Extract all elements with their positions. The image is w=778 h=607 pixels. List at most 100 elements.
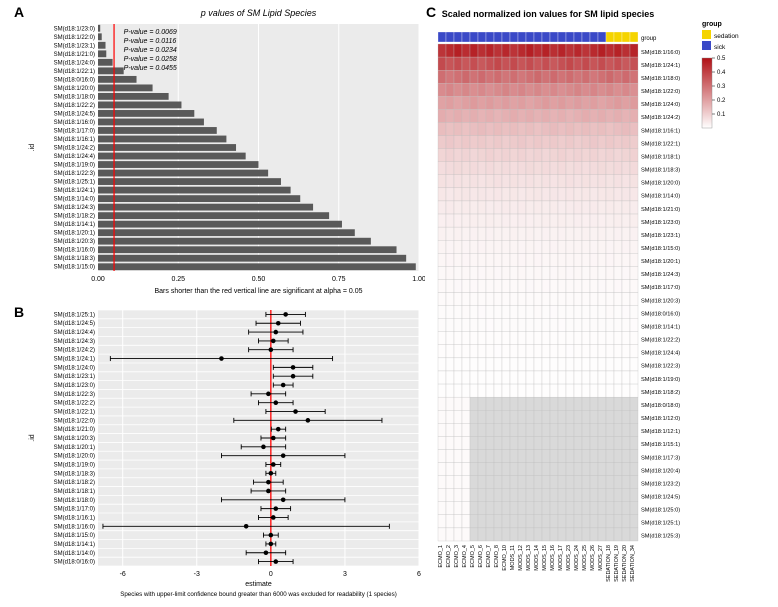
svg-text:SM(d18:1/18:3): SM(d18:1/18:3) — [54, 256, 95, 262]
svg-text:MODS_16: MODS_16 — [550, 545, 556, 571]
svg-text:SM(d18:1/23:1): SM(d18:1/23:1) — [54, 374, 95, 380]
svg-text:SM(d18:1/20:4): SM(d18:1/20:4) — [641, 468, 680, 474]
svg-text:Bars shorter than the red vert: Bars shorter than the red vertical line … — [155, 288, 363, 295]
barchart-pvalues: p values of SM Lipid SpeciesSM(d18:1/23:… — [20, 6, 425, 301]
svg-text:3: 3 — [343, 571, 347, 578]
svg-text:SM(d18:1/18:3): SM(d18:1/18:3) — [641, 168, 680, 174]
svg-text:MODS_17: MODS_17 — [558, 545, 564, 571]
svg-text:SM(d18:1/24:0): SM(d18:1/24:0) — [641, 102, 680, 108]
svg-text:SM(d18:1/22:1): SM(d18:1/22:1) — [54, 69, 95, 75]
svg-text:SM(d18:1/24:5): SM(d18:1/24:5) — [54, 111, 95, 117]
svg-text:SM(d18:1/24:5): SM(d18:1/24:5) — [641, 494, 680, 500]
svg-text:ECMO_3: ECMO_3 — [454, 545, 460, 568]
svg-text:0.25: 0.25 — [171, 276, 185, 283]
svg-text:SM(d18:1/15:0): SM(d18:1/15:0) — [641, 246, 680, 252]
svg-text:SM(d18:1/22:0): SM(d18:1/22:0) — [54, 35, 95, 41]
svg-text:SM(d18:1/25:1): SM(d18:1/25:1) — [54, 180, 95, 186]
svg-text:SM(d18:1/16:0): SM(d18:1/16:0) — [54, 524, 95, 530]
svg-text:SM(d18:1/22:2): SM(d18:1/22:2) — [54, 401, 95, 407]
svg-text:MODS_27: MODS_27 — [598, 545, 604, 571]
svg-text:ECMO_1: ECMO_1 — [438, 545, 444, 568]
svg-text:SM(d18:1/22:1): SM(d18:1/22:1) — [54, 410, 95, 416]
svg-text:SM(d18:1/16:1): SM(d18:1/16:1) — [54, 515, 95, 521]
svg-text:SM(d18:1/24:0): SM(d18:1/24:0) — [54, 60, 95, 66]
svg-text:0.5: 0.5 — [717, 56, 726, 62]
svg-text:Scaled normalized ion values f: Scaled normalized ion values for SM lipi… — [442, 9, 655, 19]
svg-text:SM(d18:1/23:0): SM(d18:1/23:0) — [54, 26, 95, 32]
svg-text:SM(d18:1/16:0): SM(d18:1/16:0) — [54, 248, 95, 254]
svg-text:0.50: 0.50 — [252, 276, 266, 283]
svg-text:SM(d18:1/18:0): SM(d18:1/18:0) — [54, 498, 95, 504]
svg-text:sick: sick — [714, 44, 726, 51]
svg-text:SM(d18:1/24:3): SM(d18:1/24:3) — [641, 272, 680, 278]
svg-text:1.00: 1.00 — [412, 276, 425, 283]
svg-text:.id: .id — [29, 434, 36, 442]
svg-text:SM(d18:1/25:3): SM(d18:1/25:3) — [641, 534, 680, 540]
dotplot-estimate: SM(d18:1/25:1)SM(d18:1/24:5)SM(d18:1/24:… — [20, 302, 425, 602]
svg-text:SM(d18:1/16:0): SM(d18:1/16:0) — [54, 120, 95, 126]
svg-text:SM(d18:1/19:0): SM(d18:1/19:0) — [54, 163, 95, 169]
svg-text:SM(d18:0/16:0): SM(d18:0/16:0) — [54, 77, 95, 83]
svg-text:MODS_12: MODS_12 — [518, 545, 524, 571]
svg-text:SEDATION_19: SEDATION_19 — [614, 545, 620, 582]
svg-text:SM(d18:1/23:2): SM(d18:1/23:2) — [641, 481, 680, 487]
svg-text:ECMO_6: ECMO_6 — [478, 545, 484, 568]
svg-text:SM(d18:1/24:3): SM(d18:1/24:3) — [54, 205, 95, 211]
svg-text:ECMO_4: ECMO_4 — [462, 545, 468, 568]
svg-text:SM(d18:1/25:0): SM(d18:1/25:0) — [641, 508, 680, 514]
svg-text:SM(d18:1/21:0): SM(d18:1/21:0) — [54, 427, 95, 433]
svg-text:P-value = 0.0234: P-value = 0.0234 — [124, 47, 177, 54]
svg-text:MODS_15: MODS_15 — [542, 545, 548, 571]
svg-text:SM(d18:1/24:2): SM(d18:1/24:2) — [641, 115, 680, 121]
svg-text:SM(d18:1/19:0): SM(d18:1/19:0) — [641, 377, 680, 383]
svg-text:SM(d18:1/22:0): SM(d18:1/22:0) — [641, 89, 680, 95]
svg-text:SM(d18:0/16:0): SM(d18:0/16:0) — [54, 560, 95, 566]
svg-text:SM(d18:1/22:2): SM(d18:1/22:2) — [54, 103, 95, 109]
svg-text:6: 6 — [417, 571, 421, 578]
svg-text:P-value = 0.0069: P-value = 0.0069 — [124, 29, 177, 36]
svg-text:SM(d18:1/22:3): SM(d18:1/22:3) — [641, 364, 680, 370]
svg-text:SM(d18:1/21:0): SM(d18:1/21:0) — [641, 207, 680, 213]
svg-text:sedation: sedation — [714, 33, 739, 40]
svg-text:SM(d18:0/16:0): SM(d18:0/16:0) — [641, 311, 680, 317]
svg-text:SM(d18:1/23:0): SM(d18:1/23:0) — [641, 220, 680, 226]
svg-text:MODS_26: MODS_26 — [590, 545, 596, 571]
heatmap-sm-lipids: Scaled normalized ion values for SM lipi… — [430, 6, 770, 601]
svg-text:0: 0 — [269, 571, 273, 578]
svg-text:SM(d18:1/18:2): SM(d18:1/18:2) — [54, 480, 95, 486]
svg-text:MODS_11: MODS_11 — [510, 545, 516, 570]
svg-text:0.1: 0.1 — [717, 112, 726, 118]
svg-text:SM(d18:1/14:0): SM(d18:1/14:0) — [54, 551, 95, 557]
svg-text:.id: .id — [29, 144, 36, 152]
svg-text:Species with upper-limit confi: Species with upper-limit confidence boun… — [120, 591, 397, 598]
svg-text:SM(d18:1/18:0): SM(d18:1/18:0) — [641, 76, 680, 82]
svg-text:SM(d18:1/14:0): SM(d18:1/14:0) — [54, 197, 95, 203]
svg-text:ECMO_5: ECMO_5 — [470, 545, 476, 568]
svg-text:SM(d18:1/24:4): SM(d18:1/24:4) — [641, 351, 680, 357]
svg-text:ECMO_7: ECMO_7 — [486, 545, 492, 568]
svg-text:SM(d18:1/20:3): SM(d18:1/20:3) — [54, 436, 95, 442]
svg-text:SM(d18:1/16:0): SM(d18:1/16:0) — [641, 50, 680, 56]
svg-text:-3: -3 — [194, 571, 200, 578]
svg-text:SM(d18:1/20:0): SM(d18:1/20:0) — [641, 181, 680, 187]
svg-text:SM(d18:1/17:3): SM(d18:1/17:3) — [641, 455, 680, 461]
svg-text:MODS_24: MODS_24 — [574, 545, 580, 571]
svg-text:SM(d18:1/25:1): SM(d18:1/25:1) — [54, 312, 95, 318]
svg-text:SM(d18:1/20:1): SM(d18:1/20:1) — [641, 259, 680, 265]
svg-text:SM(d18:1/22:1): SM(d18:1/22:1) — [641, 141, 680, 147]
svg-text:SM(d18:1/20:3): SM(d18:1/20:3) — [641, 298, 680, 304]
svg-text:SM(d18:1/21:0): SM(d18:1/21:0) — [54, 52, 95, 58]
svg-text:ECMO_8: ECMO_8 — [494, 545, 500, 568]
svg-text:SM(d18:1/15:1): SM(d18:1/15:1) — [641, 442, 680, 448]
svg-text:SM(d18:1/20:1): SM(d18:1/20:1) — [54, 231, 95, 237]
svg-text:SM(d18:1/24:2): SM(d18:1/24:2) — [54, 348, 95, 354]
svg-text:0.4: 0.4 — [717, 70, 726, 76]
svg-text:SM(d18:1/24:4): SM(d18:1/24:4) — [54, 330, 95, 336]
svg-text:P-value = 0.0116: P-value = 0.0116 — [124, 38, 177, 45]
svg-text:SM(d18:1/15:0): SM(d18:1/15:0) — [54, 265, 95, 271]
svg-text:-6: -6 — [120, 571, 126, 578]
svg-text:SM(d18:1/14:1): SM(d18:1/14:1) — [54, 542, 95, 548]
svg-text:0.2: 0.2 — [717, 98, 726, 104]
svg-text:SM(d18:1/19:0): SM(d18:1/19:0) — [54, 462, 95, 468]
svg-text:SM(d18:1/24:4): SM(d18:1/24:4) — [54, 154, 95, 160]
